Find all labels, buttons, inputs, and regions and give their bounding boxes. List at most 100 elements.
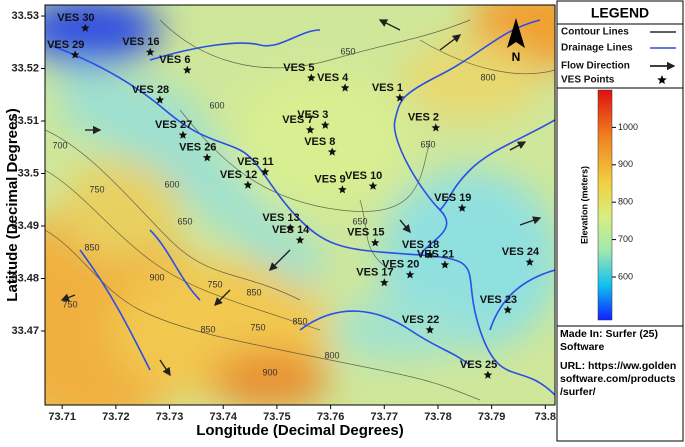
ves-point [457, 203, 467, 212]
ves-label: VES 7 [282, 114, 313, 126]
north-arrow: N [507, 18, 525, 64]
ves-point [178, 130, 188, 139]
ves-label: VES 4 [317, 72, 349, 84]
ves-label: VES 23 [480, 294, 517, 306]
ves-point [327, 147, 337, 156]
y-tick-label: 33.53 [11, 10, 39, 22]
ves-label: VES 19 [434, 192, 471, 204]
y-tick-label: 33.48 [11, 272, 39, 284]
ves-point [70, 50, 80, 59]
contour-label: 700 [52, 140, 67, 150]
credits: Made In: Surfer (25) Software URL: https… [560, 328, 677, 398]
drainage-lines [49, 19, 555, 396]
colorbar-tick-label: 800 [618, 197, 633, 207]
contour-label: 850 [292, 316, 307, 326]
colorbar-label: Elevation (meters) [579, 166, 589, 244]
ves-label: VES 17 [356, 267, 393, 279]
x-tick-label: 73.71 [48, 411, 76, 423]
ves-point [260, 167, 270, 176]
ves-point [405, 270, 415, 279]
ves-point [81, 23, 90, 32]
contour-lines [45, 19, 555, 401]
ves-point [243, 180, 253, 189]
ves-label: VES 13 [262, 212, 299, 224]
ves-point [286, 223, 295, 232]
legend-ves-sample [657, 75, 667, 84]
legend-item: VES Points [561, 75, 615, 86]
ves-label: VES 14 [272, 224, 310, 236]
ves-point [295, 235, 305, 244]
ves-label: VES 1 [372, 82, 403, 94]
colorbar-tick-label: 1000 [618, 122, 638, 132]
map-frame [44, 4, 556, 406]
legend-box [556, 0, 684, 442]
contour-label: 750 [250, 322, 265, 332]
ves-label: VES 3 [297, 109, 328, 121]
ves-label: VES 29 [47, 39, 84, 51]
legend-item: Flow Direction [561, 61, 630, 72]
ves-label: VES 5 [283, 62, 314, 74]
colorbar-tick-label: 600 [618, 271, 633, 281]
x-tick-label: 73.73 [156, 411, 184, 423]
legend-item: Drainage Lines [561, 43, 633, 54]
contour-label: 750 [62, 299, 77, 309]
y-tick-label: 33.5 [18, 167, 39, 179]
colorbar-tick-label: 700 [618, 234, 633, 244]
ves-label: VES 10 [345, 170, 382, 182]
ves-point [525, 257, 534, 266]
contour-label: 900 [149, 272, 164, 282]
contour-label: 650 [177, 216, 192, 226]
ves-point [425, 250, 435, 259]
contour-label: 800 [324, 350, 339, 360]
url: URL: https://ww.golden software.com/prod… [560, 360, 677, 398]
contour-label: 850 [84, 242, 99, 252]
ves-point [307, 73, 316, 82]
ves-label: VES 22 [402, 314, 439, 326]
contour-label: 600 [164, 179, 179, 189]
ves-label: VES 25 [460, 359, 497, 371]
ves-point [380, 278, 389, 287]
x-tick-label: 73.78 [424, 411, 452, 423]
ves-point [202, 153, 212, 162]
y-axis-label: Latitude (Decimal Degrees) [4, 108, 21, 301]
ves-point [183, 65, 192, 74]
ves-point [340, 83, 350, 92]
ves-point [321, 120, 330, 129]
y-tick-label: 33.52 [11, 62, 39, 74]
x-tick-label: 73.8 [535, 411, 556, 423]
ves-point [440, 260, 450, 269]
ves-point [368, 181, 378, 190]
ves-point [338, 185, 347, 194]
ves-point [145, 47, 155, 56]
ves-point [483, 370, 493, 379]
flow-arrows [60, 19, 542, 377]
contour-label: 750 [207, 279, 222, 289]
ves-label: VES 24 [502, 246, 540, 258]
contour-label: 650 [340, 46, 355, 56]
ves-point [155, 95, 165, 104]
ves-point [503, 305, 512, 314]
credit: Made In: Surfer (25) Software [560, 328, 659, 353]
ves-point [305, 125, 315, 134]
x-tick-label: 73.76 [317, 411, 345, 423]
ves-label: VES 8 [304, 136, 335, 148]
x-tick-label: 73.72 [102, 411, 130, 423]
ves-point [431, 123, 441, 132]
colorbar-tick-label: 900 [618, 159, 633, 169]
ves-label: VES 2 [408, 112, 439, 124]
x-axis-label: Longitude (Decimal Degrees) [196, 422, 404, 439]
x-tick-label: 73.77 [371, 411, 399, 423]
ves-label: VES 27 [155, 119, 192, 131]
ves-label: VES 9 [314, 174, 345, 186]
ves-label: VES 28 [132, 84, 169, 96]
contour-label: 900 [262, 367, 277, 377]
ves-label: VES 21 [417, 249, 454, 261]
contour-label: 850 [246, 287, 261, 297]
x-tick-label: 73.79 [478, 411, 506, 423]
colorbar [597, 89, 613, 321]
y-tick-label: 33.51 [11, 115, 39, 127]
x-tick-label: 73.75 [263, 411, 291, 423]
contour-label: 800 [480, 72, 495, 82]
ves-label: VES 12 [220, 169, 257, 181]
